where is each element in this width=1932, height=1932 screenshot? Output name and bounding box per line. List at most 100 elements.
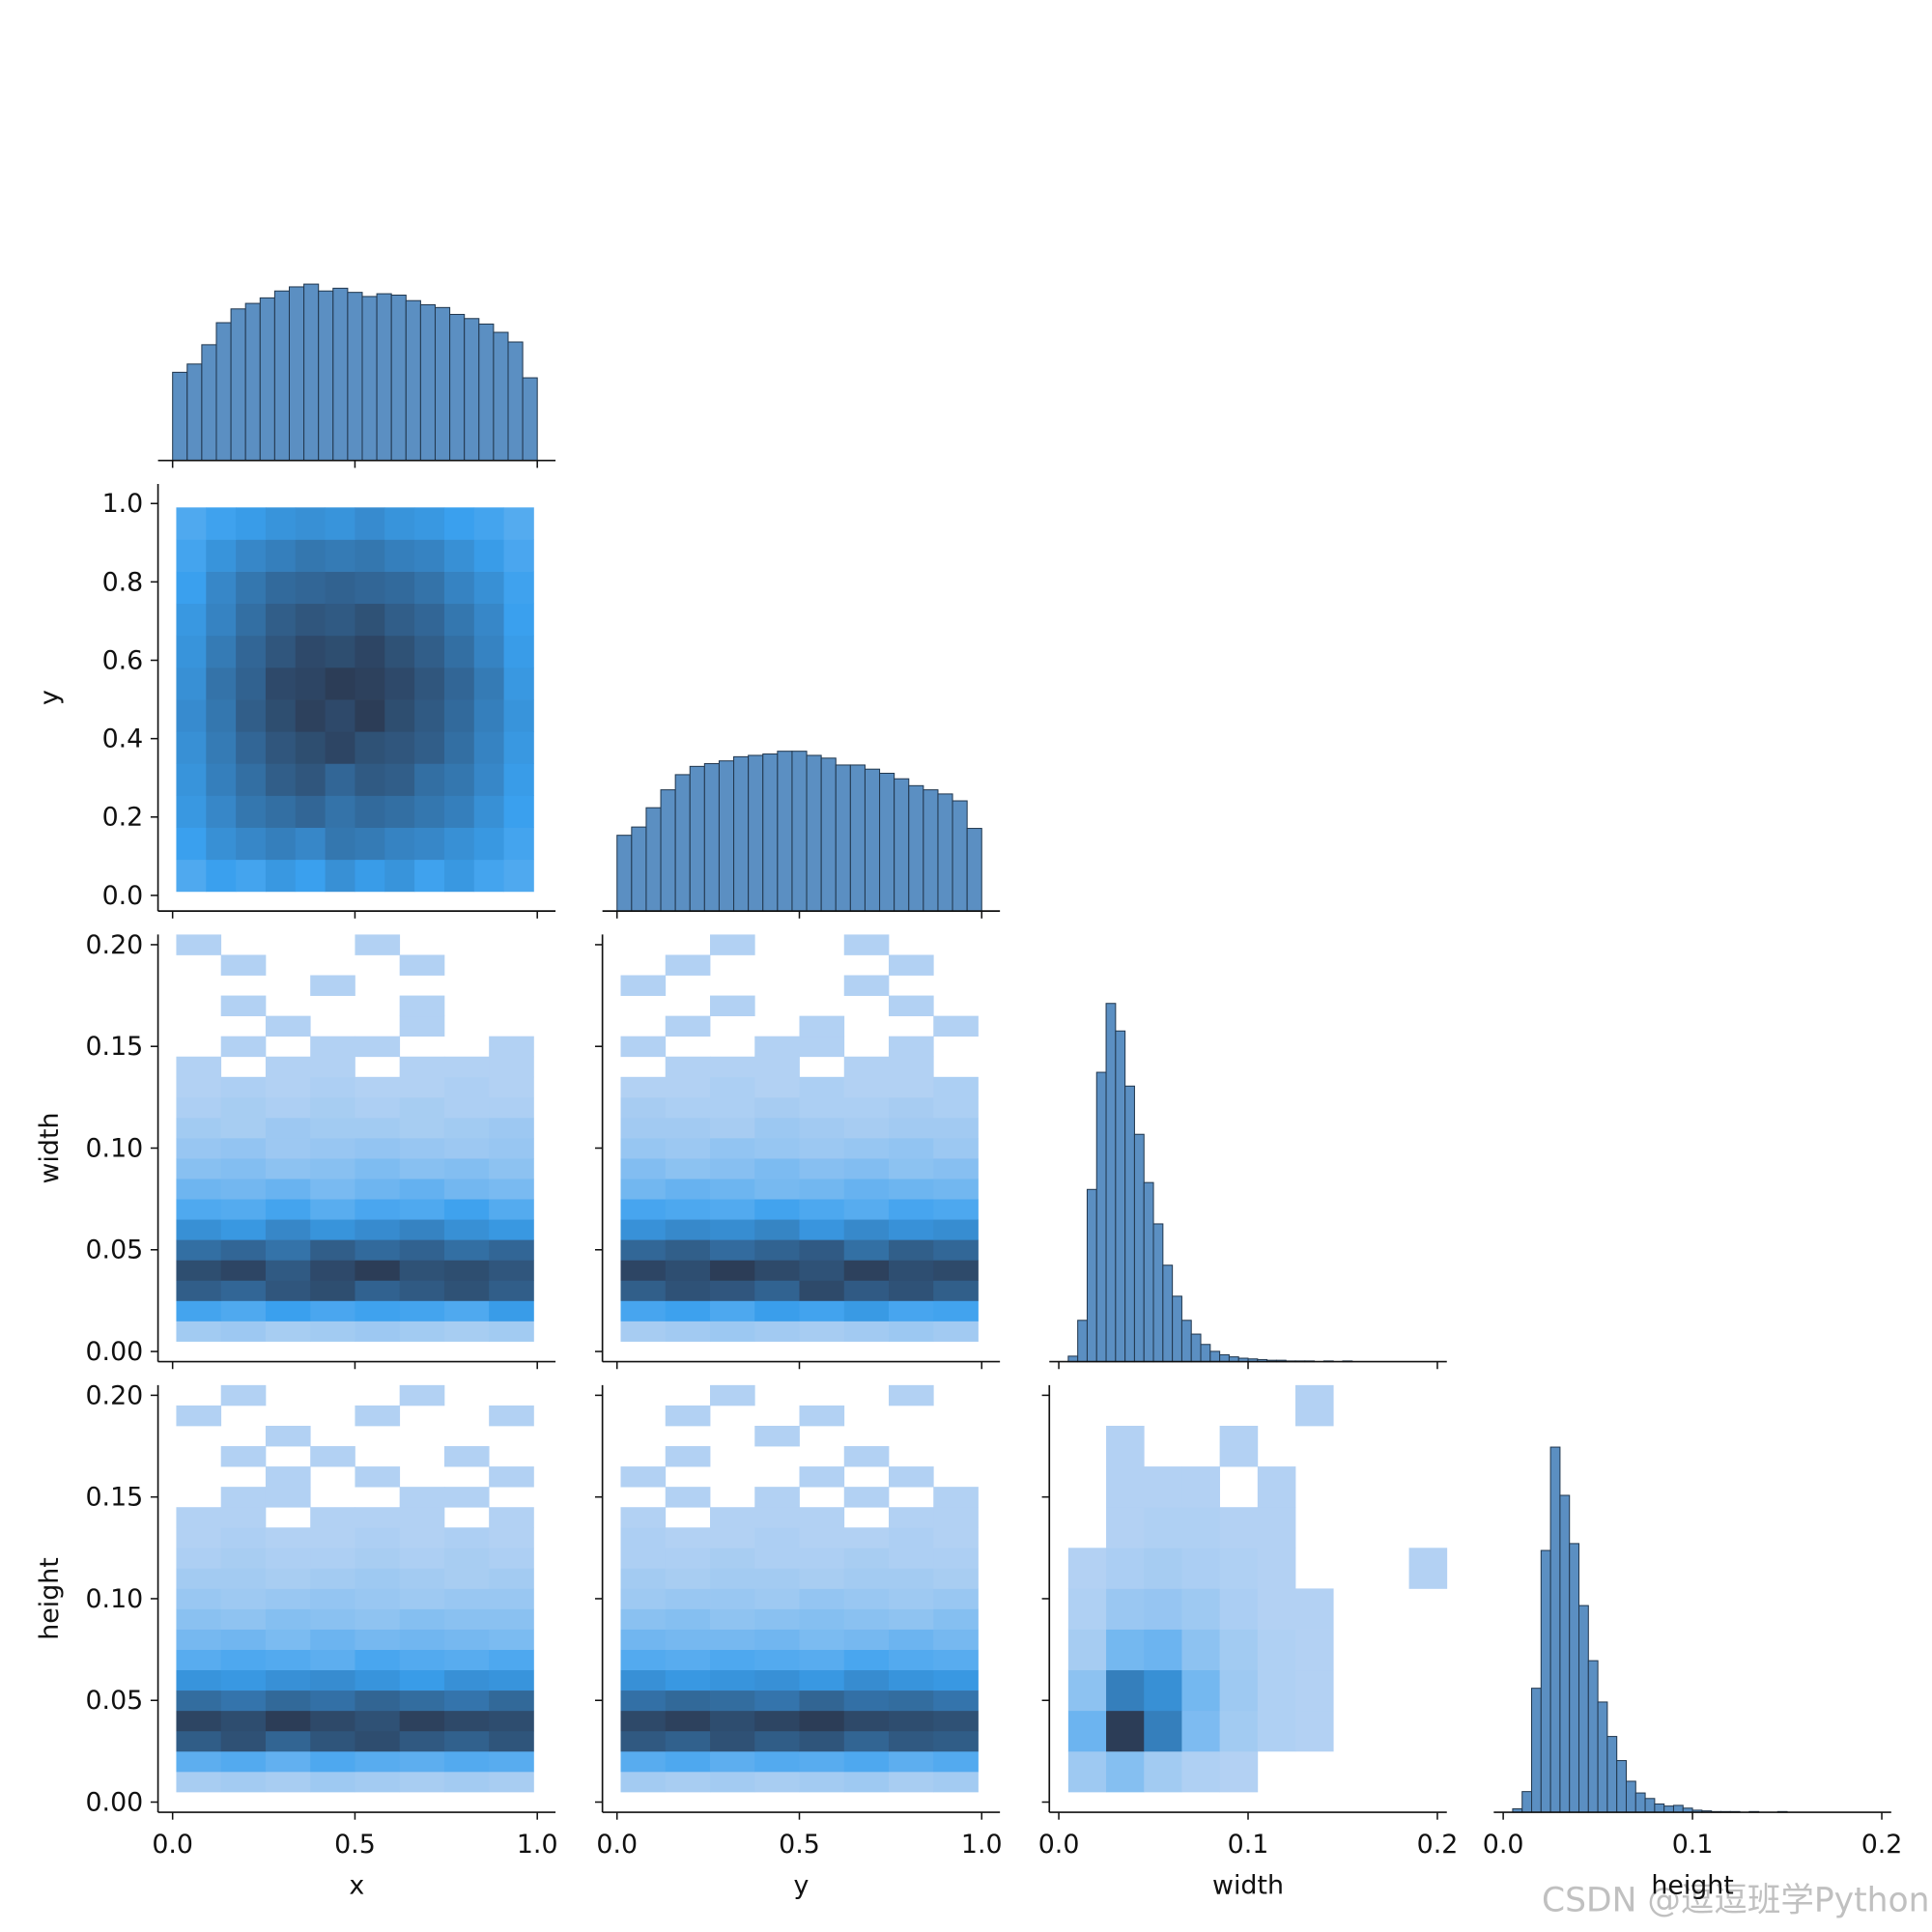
- hist-bar: [186, 363, 203, 462]
- heat-cell: [1333, 1670, 1372, 1711]
- heat-cell: [1106, 1750, 1145, 1793]
- heat-cell: [265, 827, 297, 861]
- heat-cell: [754, 1260, 800, 1281]
- heat-cell: [933, 1527, 979, 1548]
- heat-cell: [355, 996, 400, 1016]
- hist-bar: [894, 778, 910, 912]
- heat-cell: [1106, 1548, 1145, 1589]
- heat-cell: [710, 1588, 755, 1609]
- heat-cell: [665, 1730, 711, 1752]
- heat-cell: [176, 1385, 221, 1406]
- heat-cell: [1068, 1385, 1107, 1426]
- heat-cell: [176, 1588, 222, 1609]
- heat-cell: [220, 1158, 267, 1179]
- heat-cell: [1219, 1750, 1259, 1793]
- heat-cell: [355, 1771, 401, 1793]
- heat-cell: [295, 667, 326, 700]
- heat-cell: [176, 699, 207, 732]
- heat-cell: [666, 976, 711, 996]
- heat-cell: [888, 995, 934, 1017]
- heat-cell: [443, 1750, 490, 1773]
- hist-bar: [201, 344, 217, 462]
- heat-cell: [310, 1588, 355, 1609]
- heat-cell: [265, 1487, 311, 1508]
- heat-cell: [310, 1690, 355, 1712]
- heat-cell: [665, 1669, 711, 1691]
- heat-cell: [295, 571, 326, 605]
- heat-cell: [621, 1016, 667, 1037]
- heat-cell: [799, 1137, 845, 1159]
- heat-cell: [443, 1669, 490, 1691]
- heat-cell: [1181, 1385, 1220, 1426]
- heat-cell: [888, 1527, 934, 1548]
- y-tick-label: 0.4: [102, 724, 144, 754]
- heat-cell: [489, 1771, 534, 1793]
- hist-bar: [215, 322, 232, 462]
- heat-cell: [443, 1239, 490, 1261]
- heat-cell: [310, 1568, 355, 1589]
- heat-cell: [355, 1096, 401, 1119]
- heat-cell: [1106, 1425, 1145, 1467]
- heat-cell: [665, 1649, 711, 1671]
- heat-cell: [489, 1158, 534, 1179]
- heat-cell: [888, 1260, 934, 1281]
- heat-cell: [399, 1629, 445, 1650]
- heat-cell: [1181, 1588, 1221, 1630]
- heat-cell: [176, 1487, 221, 1507]
- heat-cell: [1257, 1466, 1296, 1508]
- heat-cell: [843, 1649, 890, 1671]
- hist-bar: [1521, 1791, 1533, 1813]
- heat-cell: [355, 603, 385, 637]
- heat-cell: [325, 635, 355, 668]
- heat-cell: [473, 763, 504, 796]
- y-tick-label: 0.05: [85, 1686, 143, 1716]
- heat-cell: [1106, 1385, 1145, 1426]
- heat-cell: [265, 1548, 311, 1569]
- heat-cell: [1219, 1588, 1259, 1630]
- heat-cell: [265, 1690, 311, 1712]
- heat-cell: [473, 603, 504, 637]
- heat-cell: [888, 1199, 934, 1220]
- heat-cell: [355, 1690, 401, 1712]
- heat-cell: [206, 667, 237, 700]
- hist-bar: [1540, 1549, 1551, 1813]
- heat-cell: [665, 1405, 711, 1427]
- heat-cell: [888, 1730, 934, 1752]
- heat-cell: [236, 827, 267, 861]
- x-axis-label: height: [1651, 1870, 1734, 1900]
- hist-bar: [1190, 1333, 1202, 1363]
- heat-cell: [888, 1219, 934, 1240]
- heat-cell: [265, 1219, 311, 1240]
- heat-cell: [1106, 1588, 1145, 1630]
- heat-cell: [799, 1730, 845, 1752]
- heat-cell: [503, 859, 534, 893]
- heat-cell: [799, 1280, 845, 1301]
- x-tick-label: 0.0: [152, 1830, 193, 1860]
- heat-cell: [355, 1649, 401, 1671]
- heat-cell: [620, 1076, 667, 1098]
- heat-cell: [265, 795, 297, 828]
- heat-cell: [665, 1015, 711, 1037]
- hist-bar: [1124, 1085, 1135, 1363]
- heat-cell: [620, 1199, 667, 1220]
- heat-cell: [399, 995, 445, 1017]
- heat-cell: [489, 1219, 534, 1240]
- heat-cell: [799, 1321, 845, 1342]
- heat-cell: [220, 1669, 267, 1691]
- x-axis-label: y: [793, 1870, 809, 1900]
- heat-cell: [665, 1239, 711, 1261]
- x-tick-label: 1.0: [961, 1830, 1003, 1860]
- heat-cell: [503, 763, 534, 796]
- heat-cell: [414, 763, 445, 796]
- heat-cell: [310, 1117, 355, 1139]
- heat-cell: [265, 1321, 311, 1342]
- heat-cell: [620, 1690, 667, 1712]
- heat-cell: [620, 1527, 667, 1548]
- heat-cell: [1257, 1507, 1296, 1548]
- heat-cell: [1371, 1507, 1409, 1548]
- heat-cell: [1333, 1507, 1372, 1548]
- heat-cell: [221, 976, 267, 996]
- heat-cell: [800, 1385, 845, 1406]
- heat-cell: [665, 1548, 711, 1569]
- hist-bar: [674, 774, 691, 912]
